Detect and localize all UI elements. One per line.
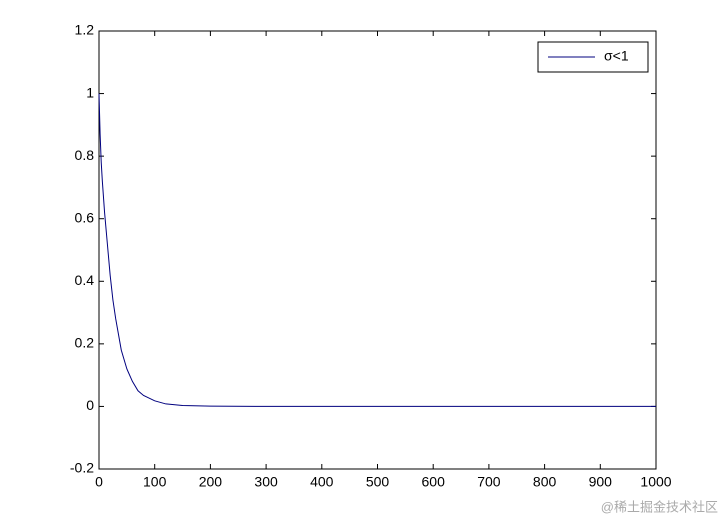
x-tick-label: 400 <box>310 474 334 490</box>
watermark: @稀土掘金技术社区 <box>601 499 718 514</box>
plot-frame <box>98 30 657 470</box>
x-tick-label: 0 <box>95 474 103 490</box>
x-tick-label: 700 <box>477 474 501 490</box>
line <box>98 93 656 407</box>
x-tick-label: 1000 <box>640 474 671 490</box>
y-tick-label: 1.2 <box>75 22 95 38</box>
x-tick-label: 200 <box>199 474 223 490</box>
y-tick-label: -0.2 <box>70 460 94 476</box>
x-tick-label: 500 <box>366 474 390 490</box>
y-tick-label: 0.2 <box>75 335 95 351</box>
legend-label: σ<1 <box>604 48 629 64</box>
x-tick-label: 800 <box>533 474 557 490</box>
x-tick-label: 300 <box>254 474 278 490</box>
x-tick-label: 600 <box>422 474 446 490</box>
x-tick-label: 100 <box>143 474 167 490</box>
x-tick-label: 900 <box>589 474 613 490</box>
y-tick-label: 0.6 <box>75 209 95 225</box>
y-tick-label: 0.4 <box>75 272 95 288</box>
y-tick-label: 0 <box>86 397 94 413</box>
y-tick-label: 0.8 <box>75 147 95 163</box>
y-tick-label: 1 <box>86 84 94 100</box>
